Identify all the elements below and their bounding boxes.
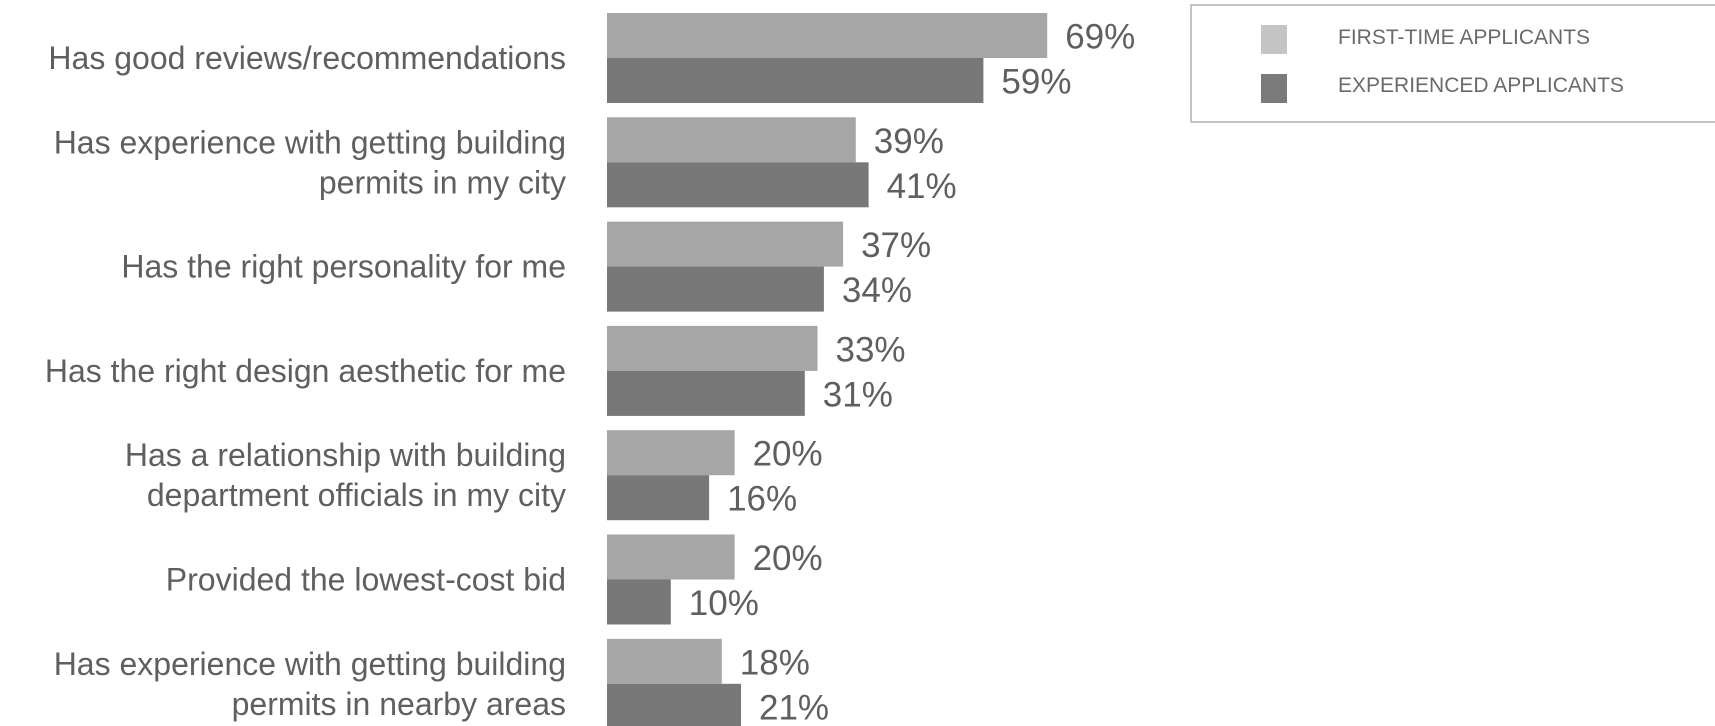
category-labels: Has good reviews/recommendations Has expe… [45,40,566,722]
value-label-first-time: 37% [861,226,931,265]
value-label-first-time: 39% [874,122,944,161]
value-label-experienced: 41% [887,167,957,206]
value-label-first-time: 18% [740,643,810,682]
bar-first-time [607,221,844,267]
category-label: Has experience with getting building perm… [54,646,566,722]
value-label-first-time: 69% [1065,18,1135,57]
value-label-first-time: 20% [753,435,823,474]
value-label-experienced: 10% [689,584,759,623]
legend-frame [1190,4,1715,123]
bar-experienced [607,162,869,208]
category-label: Has the right personality for me [121,249,566,285]
bar-first-time [607,534,735,580]
category-label-line: department officials in my city [147,477,566,513]
legend-label-experienced: EXPERIENCED APPLICANTS [1338,74,1624,97]
category-label: Has the right design aesthetic for me [45,353,566,389]
category-label-line: Has experience with getting building [54,124,566,160]
value-label-experienced: 16% [727,480,797,519]
bar-first-time [607,638,722,684]
value-label-experienced: 59% [1001,63,1071,102]
category-label-line: Has experience with getting building [54,646,566,682]
bar-experienced [607,475,710,521]
legend: FIRST-TIME APPLICANTS EXPERIENCED APPLIC… [1190,4,1715,123]
bar-experienced [607,579,671,625]
bar-first-time [607,430,735,476]
value-label-experienced: 31% [823,375,893,414]
bar-first-time [607,117,856,163]
value-label-experienced: 34% [842,271,912,310]
bar-experienced [607,683,741,726]
category-label-line: Has good reviews/recommendations [48,40,566,76]
bar-first-time [607,325,818,371]
category-label: Has good reviews/recommendations [48,40,566,76]
bar-experienced [607,370,805,416]
value-label-experienced: 21% [759,688,829,726]
bars [607,13,1048,726]
category-label: Has a relationship with building departme… [125,437,566,513]
category-label-line: Has the right design aesthetic for me [45,353,566,389]
legend-label-first-time: FIRST-TIME APPLICANTS [1338,26,1590,49]
legend-swatch-experienced [1261,74,1287,103]
category-label-line: Has a relationship with building [125,437,566,473]
category-label: Provided the lowest-cost bid [166,562,566,598]
category-label-line: permits in nearby areas [232,686,566,722]
value-labels: 69%59%39%41%37%34%33%31%20%16%20%10%18%2… [689,18,1135,726]
legend-swatch-first-time [1261,25,1287,54]
bar-experienced [607,266,824,312]
category-label-line: Provided the lowest-cost bid [166,562,566,598]
category-label: Has experience with getting building perm… [54,124,566,200]
bar-first-time [607,13,1048,58]
value-label-first-time: 20% [753,539,823,578]
category-label-line: permits in my city [319,164,566,200]
bar-experienced [607,58,984,103]
value-label-first-time: 33% [836,330,906,369]
category-label-line: Has the right personality for me [121,249,566,285]
